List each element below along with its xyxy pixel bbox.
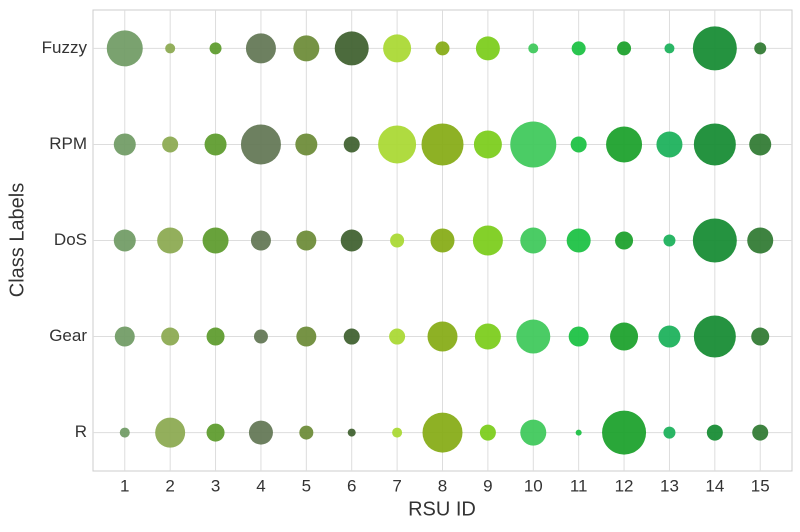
x-tick-label: 9 xyxy=(483,476,492,495)
x-tick-label: 12 xyxy=(615,476,634,495)
bubble xyxy=(749,133,772,156)
bubble xyxy=(202,227,229,254)
bubble xyxy=(209,42,222,55)
x-tick-label: 7 xyxy=(392,476,401,495)
bubble xyxy=(692,26,737,71)
bubble xyxy=(430,228,455,253)
bubble xyxy=(343,328,360,345)
bubble xyxy=(479,424,496,441)
bubble xyxy=(114,326,135,347)
bubble xyxy=(347,428,356,437)
bubble xyxy=(751,327,770,346)
x-tick-label: 5 xyxy=(302,476,311,495)
bubble xyxy=(383,34,412,63)
bubble xyxy=(204,133,227,156)
bubble xyxy=(516,319,551,354)
bubble xyxy=(528,43,539,54)
bubble xyxy=(161,327,180,346)
y-axis-label: Class Labels xyxy=(6,183,28,298)
bubble xyxy=(473,130,502,159)
x-tick-label: 14 xyxy=(705,476,724,495)
bubble xyxy=(422,412,463,453)
bubble xyxy=(389,328,406,345)
bubble xyxy=(472,225,503,256)
bubble xyxy=(113,133,136,156)
bubble xyxy=(299,425,314,440)
x-axis-label: RSU ID xyxy=(408,498,476,520)
bubble xyxy=(658,325,681,348)
bubble xyxy=(240,124,281,165)
bubble xyxy=(390,233,405,248)
x-tick-label: 6 xyxy=(347,476,356,495)
bubble xyxy=(520,419,547,446)
bubble xyxy=(340,229,363,252)
x-tick-label: 3 xyxy=(211,476,220,495)
bubble xyxy=(510,121,557,168)
x-tick-label: 1 xyxy=(120,476,129,495)
bubble xyxy=(570,136,587,153)
bubble xyxy=(663,426,676,439)
bubble xyxy=(113,229,136,252)
bubble xyxy=(752,424,769,441)
bubble xyxy=(474,323,501,350)
bubble xyxy=(664,43,675,54)
x-tick-label: 13 xyxy=(660,476,679,495)
bubble xyxy=(606,126,643,163)
bubble xyxy=(206,327,225,346)
bubble xyxy=(421,123,464,166)
bubble xyxy=(250,230,271,251)
bubble xyxy=(253,329,268,344)
bubble xyxy=(206,423,225,442)
bubble xyxy=(610,322,639,351)
bubble xyxy=(248,420,273,445)
bubble xyxy=(575,429,582,436)
bubble xyxy=(427,321,458,352)
bubble xyxy=(617,41,632,56)
x-tick-label: 10 xyxy=(524,476,543,495)
bubble xyxy=(692,218,737,263)
bubble xyxy=(754,42,767,55)
bubble xyxy=(663,234,676,247)
bubble xyxy=(155,417,186,448)
bubble xyxy=(245,33,276,64)
bubble xyxy=(615,231,634,250)
y-tick-label: Gear xyxy=(49,326,87,345)
bubble xyxy=(343,136,360,153)
bubble xyxy=(475,36,500,61)
y-tick-label: DoS xyxy=(54,230,87,249)
bubble xyxy=(295,133,318,156)
bubble xyxy=(334,31,369,66)
bubble xyxy=(568,326,589,347)
bubble xyxy=(296,230,317,251)
bubble xyxy=(571,41,586,56)
bubble xyxy=(162,136,179,153)
bubble xyxy=(157,227,184,254)
x-tick-label: 15 xyxy=(751,476,770,495)
bubble xyxy=(520,227,547,254)
bubble xyxy=(106,30,143,67)
bubble xyxy=(119,427,130,438)
bubble xyxy=(165,43,176,54)
x-tick-label: 2 xyxy=(165,476,174,495)
bubble xyxy=(602,410,647,455)
bubble xyxy=(378,125,417,164)
bubble xyxy=(392,427,403,438)
bubble xyxy=(693,123,736,166)
bubble xyxy=(435,41,450,56)
bubble xyxy=(656,131,683,158)
bubble xyxy=(706,424,723,441)
x-tick-label: 11 xyxy=(570,476,588,495)
bubble xyxy=(296,326,317,347)
bubble xyxy=(566,228,591,253)
x-tick-label: 8 xyxy=(438,476,447,495)
y-tick-label: RPM xyxy=(49,134,87,153)
bubble xyxy=(293,35,320,62)
y-tick-label: Fuzzy xyxy=(42,38,88,57)
y-tick-label: R xyxy=(75,422,87,441)
x-tick-label: 4 xyxy=(256,476,265,495)
bubble xyxy=(693,315,736,358)
bubble xyxy=(747,227,774,254)
